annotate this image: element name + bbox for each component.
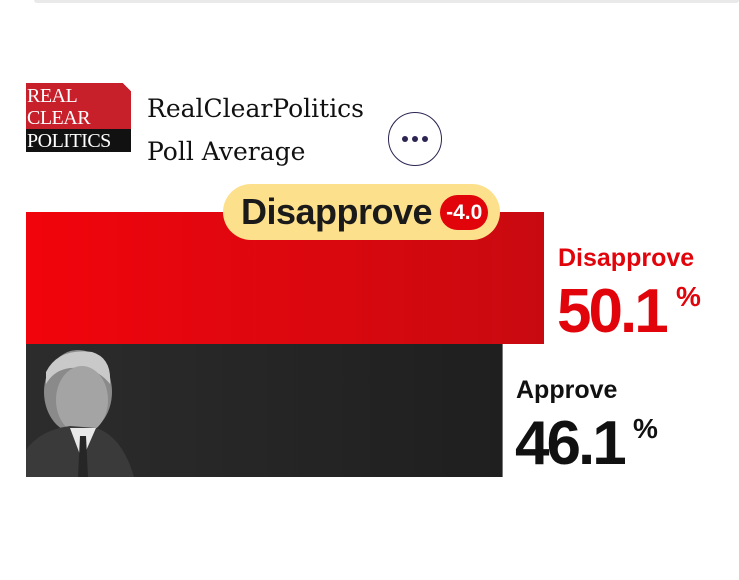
disapprove-label: Disapprove [558,244,695,272]
rcp-logo: REAL CLEAR POLITICS [26,83,131,154]
approve-value: 46.1 [515,409,627,478]
source-title-line1: RealClearPolitics [147,94,365,123]
logo-line-politics: POLITICS [26,129,131,152]
source-title: RealClearPolitics Poll Average [147,87,364,173]
approve-label: Approve [516,376,618,404]
approve-percent-sign: % [633,413,658,444]
leader-badge: Disapprove -4.0 [223,184,501,240]
disapprove-percent-sign: % [676,281,701,312]
more-options-button[interactable] [388,112,442,166]
logo-fold [118,83,131,106]
logo-line-clear: CLEAR [26,106,131,129]
disapprove-value: 50.1 [557,277,669,346]
candidate-photo [26,350,134,477]
more-horizontal-icon [402,136,408,142]
top-divider [34,0,739,3]
leader-label: Disapprove [241,191,433,232]
source-title-line2: Poll Average [147,137,306,166]
leader-delta: -4.0 [440,194,489,230]
logo-line-real: REAL [26,83,118,107]
